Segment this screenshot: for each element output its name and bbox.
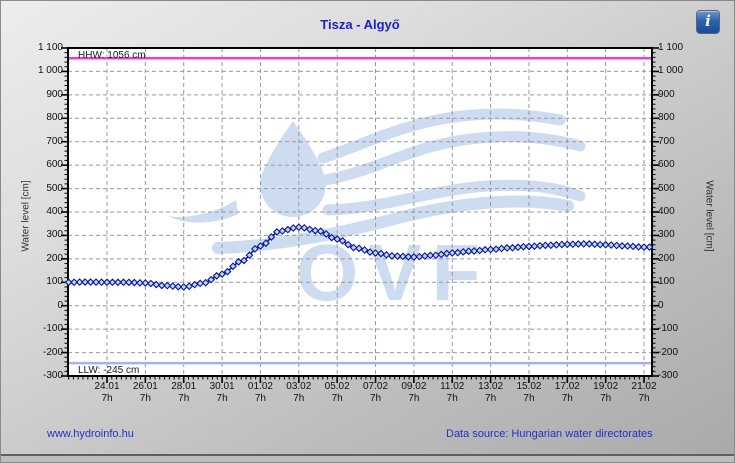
- y-tick-label-right: 300: [658, 229, 675, 241]
- x-tick-label: 03.02 7h: [272, 381, 326, 405]
- y-tick-label-left: 900: [46, 88, 63, 100]
- x-tick-date: 19.02: [593, 381, 619, 392]
- y-tick-label-left: 700: [46, 135, 63, 147]
- data-source-link[interactable]: Data source: Hungarian water directorate…: [446, 428, 653, 440]
- llw-label: LLW: -245 cm: [78, 365, 140, 376]
- y-tick-label-left: 0: [57, 299, 63, 311]
- y-tick-label-left: 300: [46, 229, 63, 241]
- y-tick-label-left: 100: [46, 276, 63, 288]
- y-tick-label-right: 600: [658, 159, 675, 171]
- y-tick-label-right: 100: [658, 276, 675, 288]
- x-tick-label: 28.01 7h: [157, 381, 211, 405]
- plot-area: OVF: [61, 47, 659, 383]
- x-tick-label: 24.01 7h: [80, 381, 134, 405]
- y-tick-label-left: -200: [42, 346, 63, 358]
- water-level-markers: [64, 223, 654, 291]
- y-tick-label-left: 200: [46, 252, 63, 264]
- watermark-text: OVF: [296, 228, 490, 317]
- y-tick-label-right: 900: [658, 88, 675, 100]
- x-tick-label: 17.02 7h: [540, 381, 594, 405]
- x-tick-date: 01.02: [247, 381, 273, 392]
- x-tick-time: 7h: [446, 393, 458, 404]
- x-tick-label: 21.02 7h: [617, 381, 671, 405]
- x-tick-time: 7h: [600, 393, 612, 404]
- y-tick-label-right: 500: [658, 182, 675, 194]
- x-tick-label: 30.01 7h: [195, 381, 249, 405]
- y-tick-label-left: 400: [46, 206, 63, 217]
- x-tick-label: 07.02 7h: [349, 381, 403, 405]
- x-tick-label: 13.02 7h: [464, 381, 518, 405]
- x-tick-time: 7h: [485, 393, 497, 404]
- x-tick-label: 01.02 7h: [233, 381, 287, 405]
- x-tick-date: 13.02: [478, 381, 504, 392]
- y-tick-label-left: -300: [42, 370, 63, 381]
- window-bottom-bevel: [1, 454, 734, 462]
- x-tick-label: 11.02 7h: [425, 381, 479, 405]
- y-tick-label-left: 1 000: [37, 65, 63, 77]
- x-tick-date: 11.02: [440, 381, 465, 392]
- gridlines: [68, 47, 652, 376]
- x-tick-date: 03.02: [286, 381, 312, 392]
- y-tick-label-right: 700: [658, 135, 675, 147]
- x-tick-date: 28.01: [171, 381, 197, 392]
- y-tick-label-right: 200: [658, 252, 675, 264]
- axis-ticks: [61, 47, 659, 383]
- x-tick-time: 7h: [139, 393, 151, 404]
- y-tick-label-right: 800: [658, 112, 675, 124]
- x-tick-date: 24.01: [94, 381, 120, 392]
- x-tick-time: 7h: [369, 393, 382, 404]
- x-tick-date: 07.02: [363, 381, 389, 392]
- x-tick-date: 05.02: [324, 381, 350, 392]
- x-tick-time: 7h: [561, 393, 573, 404]
- x-tick-label: 19.02 7h: [579, 381, 633, 405]
- y-tick-label-left: 600: [46, 159, 63, 171]
- x-tick-date: 17.02: [554, 381, 580, 392]
- y-tick-label-right: 0: [658, 299, 664, 311]
- y-tick-label-right: -300: [658, 370, 679, 381]
- chart-svg: OVF: [61, 47, 659, 383]
- chart-title: Tisza - Algyő: [320, 17, 400, 32]
- x-tick-date: 30.01: [209, 381, 235, 392]
- x-tick-date: 21.02: [631, 381, 657, 392]
- x-tick-label: 09.02 7h: [387, 381, 441, 405]
- y-tick-label-left: -100: [42, 323, 63, 335]
- x-tick-time: 7h: [254, 393, 266, 404]
- x-tick-date: 26.01: [132, 381, 158, 392]
- hhw-label: HHW: 1056 cm: [78, 50, 146, 61]
- y-tick-label-right: -200: [658, 346, 679, 358]
- x-tick-time: 7h: [178, 393, 190, 404]
- y-tick-label-left: 800: [46, 112, 63, 124]
- x-tick-label: 26.01 7h: [118, 381, 172, 405]
- x-tick-label: 05.02 7h: [310, 381, 364, 405]
- x-tick-time: 7h: [293, 393, 305, 404]
- y-tick-label-right: 400: [658, 206, 675, 217]
- hydroinfo-link[interactable]: www.hydroinfo.hu: [47, 428, 134, 440]
- x-tick-time: 7h: [638, 393, 650, 404]
- y-tick-label-right: 1 000: [658, 65, 684, 77]
- x-tick-time: 7h: [523, 393, 535, 404]
- y-tick-label-right: 1 100: [658, 42, 684, 53]
- y-tick-label-left: 1 100: [37, 42, 63, 53]
- x-tick-time: 7h: [331, 393, 343, 404]
- x-tick-date: 15.02: [516, 381, 542, 392]
- x-tick-time: 7h: [216, 393, 228, 404]
- x-tick-time: 7h: [408, 393, 420, 404]
- y-tick-label-right: -100: [658, 323, 679, 335]
- x-tick-time: 7h: [101, 393, 113, 404]
- info-icon[interactable]: i: [696, 10, 720, 34]
- x-tick-label: 15.02 7h: [502, 381, 556, 405]
- y-tick-label-left: 500: [46, 182, 63, 194]
- x-tick-date: 09.02: [401, 381, 427, 392]
